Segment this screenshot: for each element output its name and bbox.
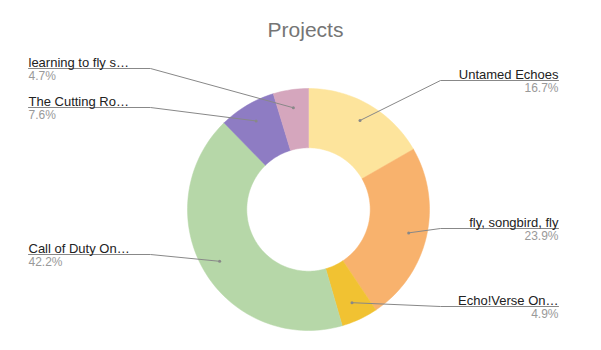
- svg-text:learning to fly s…: learning to fly s…: [29, 55, 129, 70]
- svg-text:Echo!Verse On…: Echo!Verse On…: [458, 293, 558, 308]
- svg-text:23.9%: 23.9%: [524, 229, 558, 243]
- svg-text:16.7%: 16.7%: [524, 81, 558, 95]
- svg-text:Untamed Echoes: Untamed Echoes: [459, 67, 559, 82]
- svg-text:fly, songbird, fly: fly, songbird, fly: [469, 215, 559, 230]
- svg-text:Call of Duty On…: Call of Duty On…: [29, 241, 130, 256]
- svg-text:4.7%: 4.7%: [29, 69, 57, 83]
- svg-text:7.6%: 7.6%: [29, 108, 57, 122]
- svg-text:The Cutting Ro…: The Cutting Ro…: [29, 94, 129, 109]
- svg-text:Projects: Projects: [268, 18, 344, 41]
- svg-text:42.2%: 42.2%: [29, 255, 63, 269]
- svg-text:4.9%: 4.9%: [531, 307, 559, 321]
